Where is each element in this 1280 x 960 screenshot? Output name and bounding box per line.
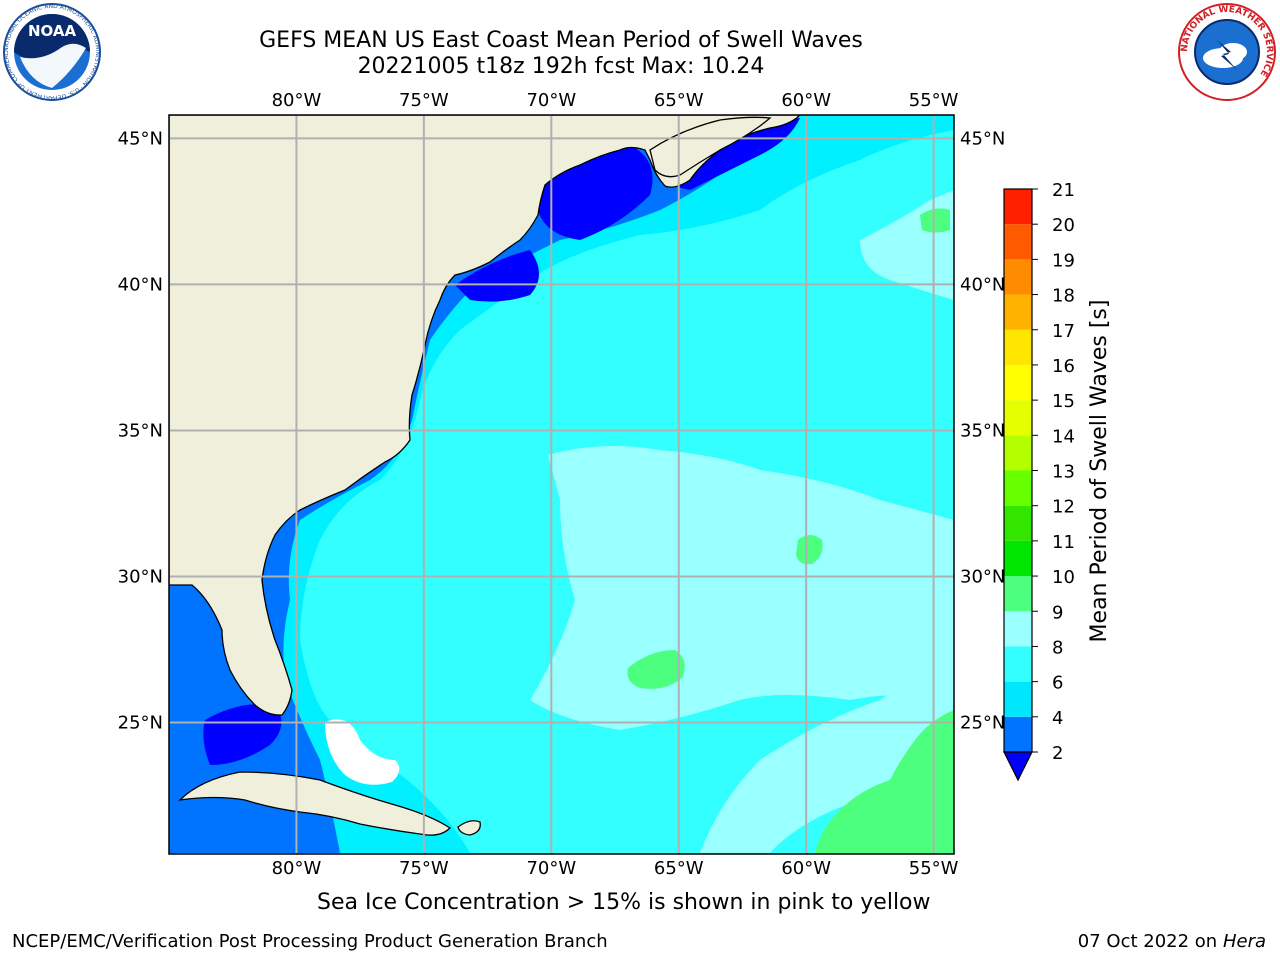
footer-date: 07 Oct 2022 on Hera xyxy=(1078,931,1266,952)
chart-title: GEFS MEAN US East Coast Mean Period of S… xyxy=(259,28,863,53)
colorbar-segment xyxy=(1004,646,1032,682)
colorbar-tick-label: 21 xyxy=(1052,180,1075,201)
colorbar-segment xyxy=(1004,189,1032,225)
colorbar-tick-label: 6 xyxy=(1052,673,1063,694)
colorbar-tick-label: 8 xyxy=(1052,637,1063,658)
colorbar-tick-label: 16 xyxy=(1052,356,1075,377)
lon-label-top: 75°W xyxy=(399,90,449,111)
lon-label-top: 70°W xyxy=(526,90,576,111)
lon-label-bottom: 60°W xyxy=(781,858,831,879)
colorbar-tick-label: 17 xyxy=(1052,321,1075,342)
lat-label-left: 25°N xyxy=(118,713,163,734)
colorbar-tick-label: 18 xyxy=(1052,286,1075,307)
lon-label-bottom: 75°W xyxy=(399,858,449,879)
colorbar-segment xyxy=(1004,505,1032,541)
colorbar-tick-label: 9 xyxy=(1052,602,1063,623)
land-nova-scotia xyxy=(649,116,772,178)
lon-label-top: 60°W xyxy=(781,90,831,111)
swell-region-8-9 xyxy=(530,446,954,730)
lat-label-right: 45°N xyxy=(960,128,1005,149)
colorbar-segment xyxy=(1004,294,1032,330)
colorbar: 2 4 6 8 9 10 11 12 13 14 15 16 17 18 19 20 21 xyxy=(1003,180,1075,782)
colorbar-tick-label: 19 xyxy=(1052,250,1075,271)
land-north-america xyxy=(169,115,801,716)
lat-label-right: 35°N xyxy=(960,420,1005,441)
colorbar-segment xyxy=(1004,611,1032,647)
lon-label-top: 65°W xyxy=(654,90,704,111)
lat-label-right: 30°N xyxy=(960,567,1005,588)
footer-credit: NCEP/EMC/Verification Post Processing Pr… xyxy=(12,931,608,952)
colorbar-segment xyxy=(1004,540,1032,577)
lon-label-bottom: 55°W xyxy=(909,858,959,879)
lat-label-left: 40°N xyxy=(118,274,163,295)
swell-region-9-10-b xyxy=(796,535,823,565)
lon-label-bottom: 80°W xyxy=(272,858,322,879)
colorbar-segment xyxy=(1004,470,1032,506)
lat-label-left: 30°N xyxy=(118,567,163,588)
colorbar-segment xyxy=(1004,716,1032,752)
map-frame xyxy=(168,114,955,855)
lon-label-bottom: 65°W xyxy=(654,858,704,879)
colorbar-tick-label: 11 xyxy=(1052,532,1075,553)
graticule xyxy=(169,115,954,854)
colorbar-segment xyxy=(1004,259,1032,295)
colorbar-tick-label: 4 xyxy=(1052,708,1063,729)
colorbar-tick-label: 13 xyxy=(1052,462,1075,483)
colorbar-tick-label: 12 xyxy=(1052,497,1075,518)
lat-label-left: 45°N xyxy=(118,128,163,149)
colorbar-segment xyxy=(1004,364,1032,401)
colorbar-tick-label: 2 xyxy=(1052,743,1063,764)
lon-label-top: 55°W xyxy=(909,90,959,111)
lat-label-right: 25°N xyxy=(960,713,1005,734)
swell-region-under-2-nyb xyxy=(455,250,539,302)
colorbar-segment xyxy=(1004,400,1032,436)
colorbar-label: Mean Period of Swell Waves [s] xyxy=(1087,300,1112,643)
chart-subtitle: 20221005 t18z 192h fcst Max: 10.24 xyxy=(357,54,765,79)
colorbar-segment xyxy=(1004,576,1032,612)
swell-region-9-10-se xyxy=(815,710,954,853)
lat-label-left: 35°N xyxy=(118,420,163,441)
colorbar-tick-label: 15 xyxy=(1052,391,1075,412)
masked-region-bahamas xyxy=(325,719,400,785)
swell-region-8-9-east xyxy=(700,650,954,853)
swell-region-under-2-fl-straits xyxy=(203,704,282,765)
noaa-logo: NOAA NATIONAL OCEANIC AND ATMOSPHERIC AD… xyxy=(2,2,101,101)
lon-label-bottom: 70°W xyxy=(526,858,576,879)
svg-text:NOAA: NOAA xyxy=(28,22,77,40)
colorbar-segment xyxy=(1004,329,1032,365)
colorbar-tick-label: 14 xyxy=(1052,426,1075,447)
colorbar-segment xyxy=(1004,681,1032,717)
swell-region-9-10-c xyxy=(920,208,950,233)
lon-label-top: 80°W xyxy=(272,90,322,111)
colorbar-segment xyxy=(1004,224,1032,260)
map-caption: Sea Ice Concentration > 15% is shown in … xyxy=(317,890,931,915)
colorbar-under-arrow xyxy=(1003,751,1033,782)
colorbar-tick-label: 10 xyxy=(1052,567,1075,588)
lat-label-right: 40°N xyxy=(960,274,1005,295)
nws-logo: NATIONAL WEATHER SERVICE xyxy=(1178,3,1276,101)
footer-date-text: 07 Oct 2022 on xyxy=(1077,931,1223,952)
colorbar-tick-label: 20 xyxy=(1052,215,1075,236)
map-area xyxy=(169,115,954,854)
footer-host: Hera xyxy=(1222,931,1266,952)
swell-region-9-10-a xyxy=(627,650,685,689)
colorbar-segment xyxy=(1004,435,1032,471)
land-hispaniola xyxy=(457,820,481,836)
land-cuba xyxy=(178,771,452,836)
